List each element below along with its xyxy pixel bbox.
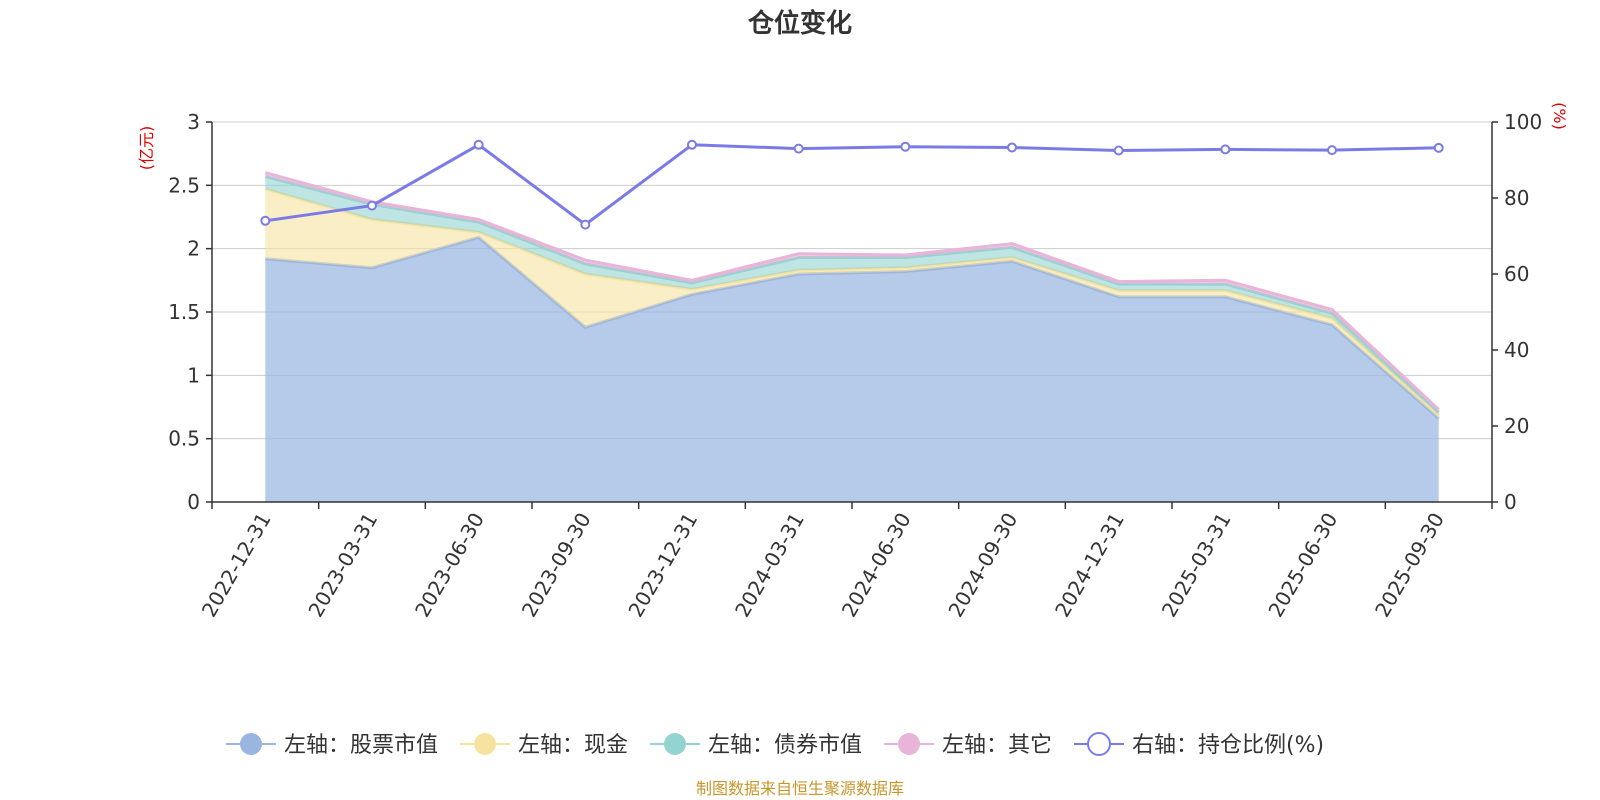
legend-marker-2 (664, 733, 686, 755)
position-ratio-point-0 (260, 215, 271, 226)
legend-marker-1 (474, 733, 496, 755)
position-ratio-point-11 (1433, 142, 1444, 153)
left-tick-label-2: 1 (187, 363, 200, 387)
left-tick-label-4: 2 (187, 237, 200, 261)
position-ratio-point-8 (1113, 145, 1124, 156)
area-series-0 (265, 237, 1439, 503)
position-ratio-point-9 (1220, 144, 1231, 155)
left-tick-label-5: 2.5 (168, 173, 200, 197)
right-tick-label-5: 100 (1504, 110, 1542, 134)
stacked-areas (264, 171, 1440, 503)
legend-label-3: 左轴：其它 (942, 733, 1052, 758)
left-tick-label-0: 0 (187, 490, 200, 514)
right-tick-label-4: 80 (1504, 186, 1529, 210)
legend-label-4: 右轴：持仓比例(%) (1132, 733, 1324, 758)
legend-label-0: 左轴：股票市值 (284, 733, 438, 758)
x-tick-label-7: 2024-09-30 (943, 509, 1022, 622)
position-ratio-line-layer (260, 139, 1444, 230)
right-tick-label-2: 40 (1504, 338, 1529, 362)
x-tick-label-1: 2023-03-31 (303, 509, 382, 622)
position-ratio-point-10 (1327, 145, 1337, 156)
legend-marker-4 (1087, 732, 1111, 756)
right-tick-label-3: 60 (1504, 262, 1529, 286)
right-tick-label-0: 0 (1504, 490, 1517, 514)
left-axis-unit: (亿元) (137, 126, 156, 171)
x-tick-label-4: 2023-12-31 (623, 509, 702, 622)
legend-label-2: 左轴：债券市值 (708, 733, 862, 758)
area-series-edge-3 (264, 171, 1440, 411)
position-ratio-point-3 (580, 219, 591, 230)
data-source-note: 制图数据来自恒生聚源数据库 (696, 779, 904, 798)
x-tick-label-5: 2024-03-31 (730, 509, 809, 622)
x-tick-label-6: 2024-06-30 (837, 508, 916, 621)
left-tick-label-6: 3 (187, 110, 200, 134)
position-ratio-point-4 (687, 139, 697, 150)
right-axis-unit: (%) (1550, 102, 1569, 130)
x-tick-label-3: 2023-09-30 (517, 509, 596, 622)
chart-title: 仓位变化 (747, 8, 852, 39)
legend-marker-0 (240, 733, 262, 755)
position-ratio-point-2 (473, 139, 484, 150)
legend-label-1: 左轴：现金 (518, 733, 628, 758)
x-tick-label-9: 2025-03-31 (1157, 509, 1236, 622)
x-tick-label-10: 2025-06-30 (1263, 509, 1342, 622)
x-tick-label-8: 2024-12-31 (1050, 509, 1129, 622)
legend: 左轴：股票市值 左轴：现金 左轴：债券市值 左轴：其它 右轴：持仓比例(%) (226, 732, 1324, 758)
left-tick-label-1: 0.5 (168, 427, 200, 451)
position-ratio-point-5 (793, 143, 804, 154)
position-ratio-point-1 (367, 200, 377, 211)
position-ratio-point-7 (1007, 142, 1017, 153)
right-tick-label-1: 20 (1504, 414, 1529, 438)
x-tick-label-2: 2023-06-30 (410, 508, 489, 621)
legend-marker-3 (898, 733, 920, 755)
x-tick-label-0: 2022-12-31 (197, 509, 276, 622)
position-ratio-line (265, 143, 1439, 227)
left-tick-label-3: 1.5 (168, 300, 200, 324)
x-tick-label-11: 2025-09-30 (1370, 509, 1449, 622)
position-ratio-point-6 (900, 141, 911, 152)
